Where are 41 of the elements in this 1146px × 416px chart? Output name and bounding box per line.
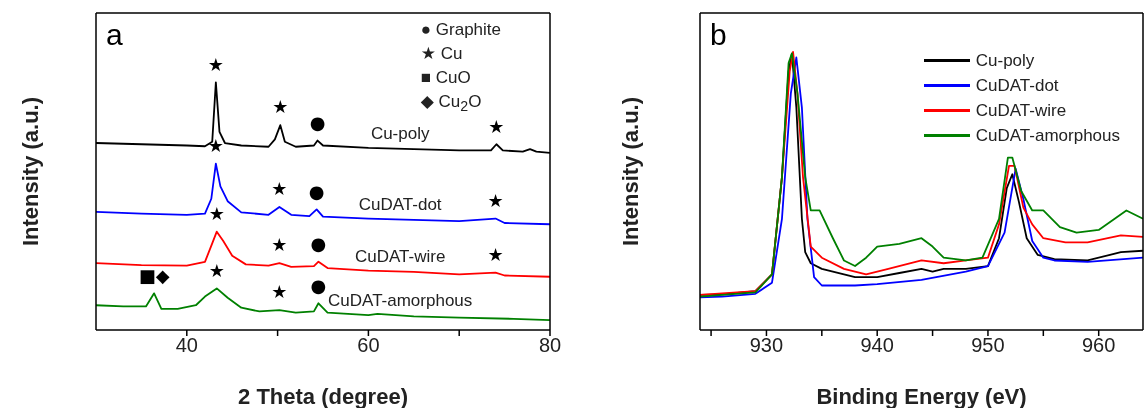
legend-label: CuDAT-wire bbox=[975, 100, 1067, 122]
annotation: ★ bbox=[271, 234, 288, 256]
annotation: ● bbox=[310, 274, 327, 296]
legend-label: CuDAT-amorphous bbox=[975, 125, 1120, 147]
annotation: ◆ Cu$_{2}$O bbox=[420, 92, 482, 115]
annotation: ★ bbox=[271, 178, 288, 200]
annotation: ■ CuO bbox=[420, 67, 472, 89]
text: ★ Cu bbox=[420, 43, 464, 65]
x-tick-label: 940 bbox=[860, 334, 894, 357]
series-label: CuDAT-amorphous bbox=[328, 291, 473, 311]
x-axis-title: Binding Energy (eV) bbox=[816, 384, 1027, 409]
x-tick-label: 950 bbox=[971, 334, 1005, 357]
text: a bbox=[106, 18, 123, 52]
annotation: ★ bbox=[272, 96, 289, 118]
annotation: ■◆ bbox=[138, 264, 170, 286]
series-label: CuDAT-dot bbox=[358, 194, 442, 214]
legend-label: CuDAT-dot bbox=[975, 75, 1059, 97]
annotation: ★ bbox=[208, 202, 225, 224]
x-axis-title: 2 Theta (degree) bbox=[238, 384, 408, 409]
annotation: ★ bbox=[271, 281, 288, 303]
annotation: ● bbox=[309, 111, 326, 133]
text: b bbox=[710, 18, 727, 52]
series-label: CuDAT-wire bbox=[354, 246, 446, 266]
annotation: ★ bbox=[207, 134, 224, 156]
x-tick-label: 930 bbox=[749, 334, 784, 357]
annotation: ★ bbox=[488, 115, 505, 137]
x-tick-label: 80 bbox=[538, 334, 562, 357]
x-tick-label: 40 bbox=[175, 334, 198, 357]
text: ● Graphite bbox=[420, 19, 501, 41]
y-axis-title: Intensity (a.u.) bbox=[17, 96, 43, 247]
legend-label: Cu-poly bbox=[975, 50, 1035, 72]
annotation: ★ bbox=[487, 243, 504, 265]
x-tick-label: 60 bbox=[357, 334, 380, 357]
x-tick-label: 960 bbox=[1082, 334, 1116, 357]
y-axis-title: Intensity (a.u.) bbox=[617, 96, 643, 247]
series-label: Cu-poly bbox=[370, 124, 430, 144]
annotation: ● bbox=[310, 232, 327, 254]
annotation: ★ bbox=[487, 189, 504, 211]
annotation: ★ bbox=[207, 53, 224, 75]
annotation: ● bbox=[308, 180, 325, 202]
annotation: ★ bbox=[208, 259, 225, 281]
